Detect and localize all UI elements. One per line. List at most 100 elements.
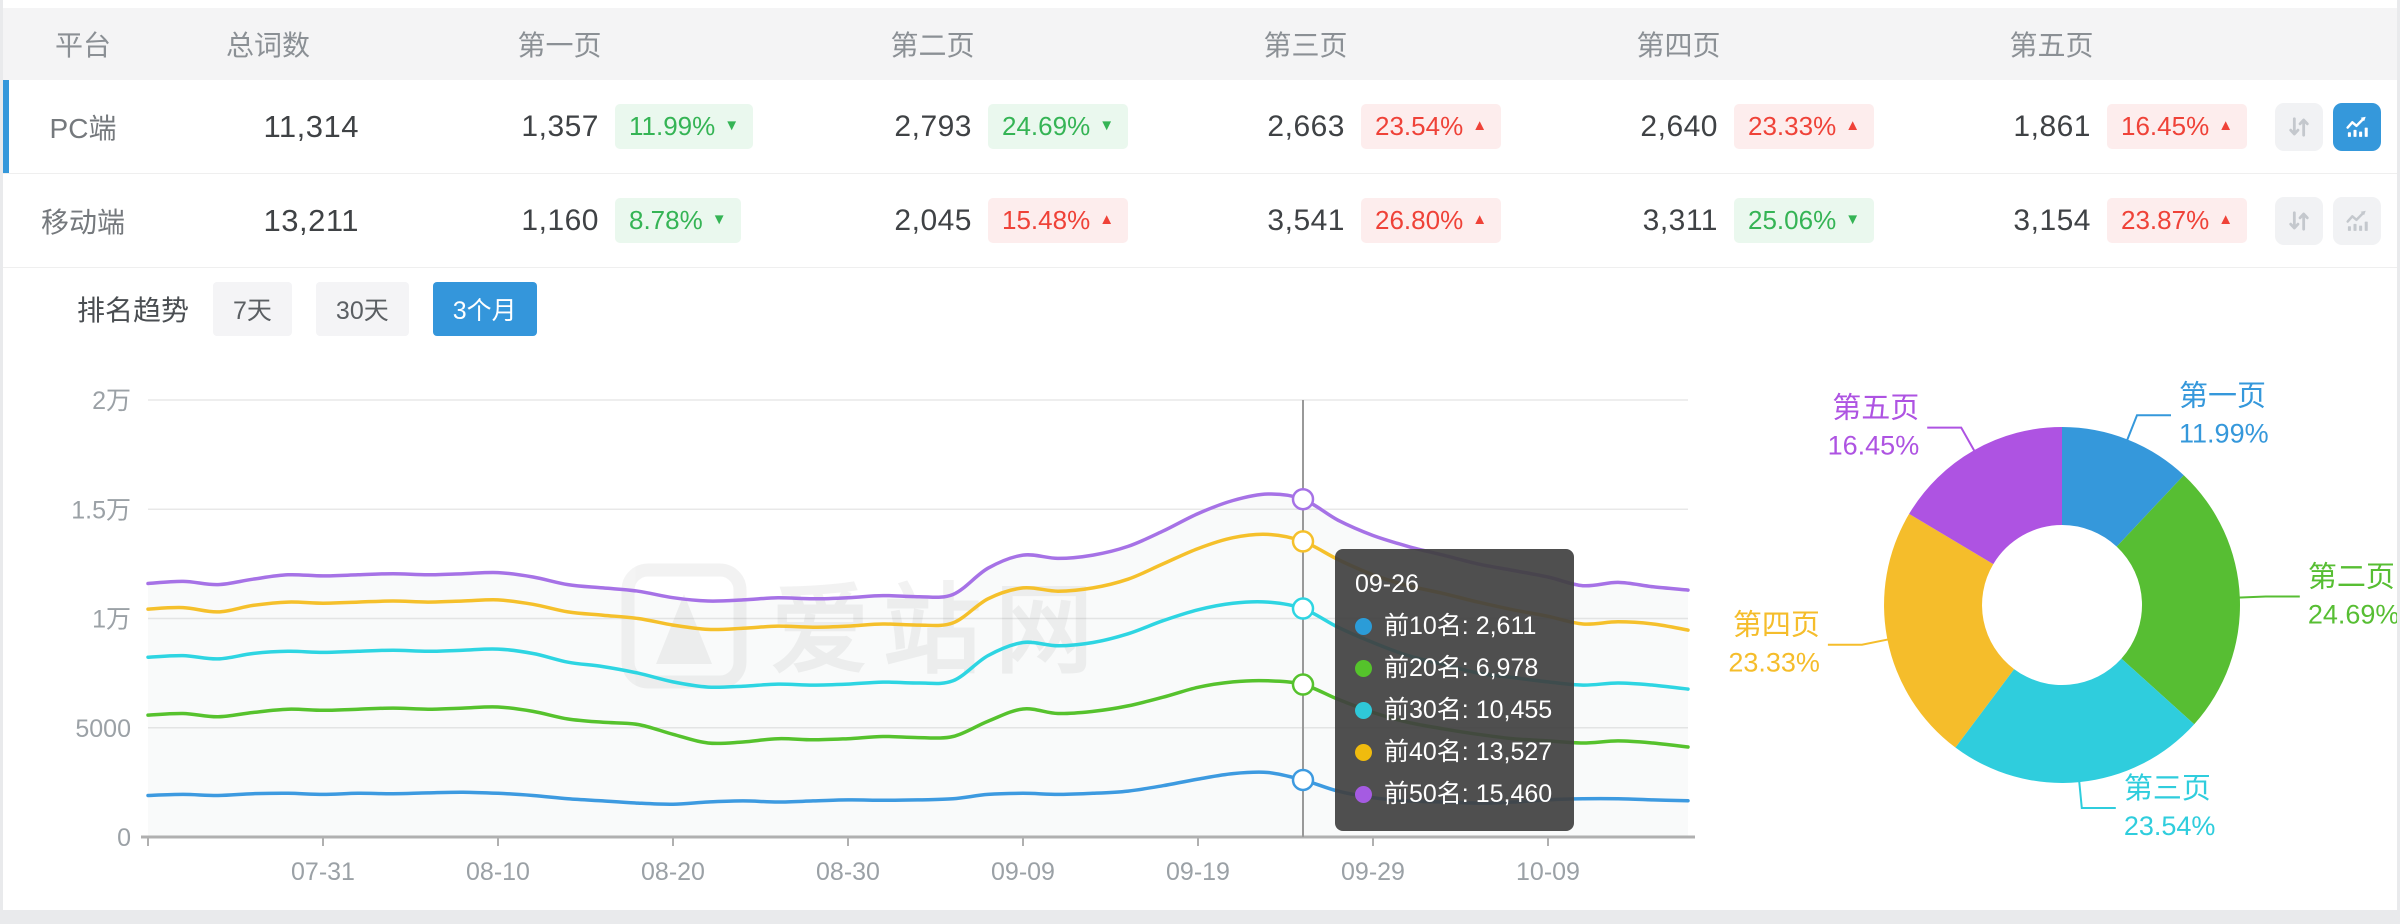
page3-change-badge: 23.54% ▲ — [1359, 104, 1502, 149]
table-header-row: 平台 总词数 第一页 第二页 第三页 第四页 第五页 — [3, 8, 2397, 80]
rank-trend-section: 排名趋势 7天 30天 3个月 0 5000 1万 1.5万 2万爱站网 07-31 08-… — [3, 268, 2399, 902]
donut-slice-第一页[interactable] — [2062, 427, 2184, 547]
total-words: 11,314 — [263, 108, 359, 144]
change-arrow-icon: ▲ — [2218, 117, 2234, 134]
donut-label-leader — [2078, 780, 2116, 809]
platform-label: 移动端 — [40, 206, 125, 238]
hover-marker-前10名 — [1291, 768, 1315, 792]
col-header-total: 总词数 — [225, 30, 310, 61]
page2-count: 2,045 — [894, 203, 972, 237]
trend-line-chart-area[interactable]: 0 5000 1万 1.5万 2万爱站网 07-31 08-10 08-20 08-30 09-0… — [3, 342, 1703, 902]
page2-change-badge: 15.48% ▲ — [986, 198, 1129, 243]
change-arrow-icon: ▼ — [1099, 117, 1115, 134]
sort-arrows-icon — [2289, 116, 2309, 137]
dashboard-card: 平台 总词数 第一页 第二页 第三页 第四页 第五页 PC端 11,314 1,… — [3, 0, 2399, 910]
page5-change-badge: 16.45% ▲ — [2105, 104, 2248, 149]
change-arrow-icon: ▲ — [2218, 211, 2234, 228]
hover-marker-前20名 — [1291, 673, 1315, 696]
sort-button[interactable] — [2275, 196, 2323, 245]
donut-label-name: 第二页 — [2308, 560, 2395, 593]
chart-icon — [2346, 116, 2368, 137]
change-arrow-icon: ▲ — [1472, 117, 1488, 134]
hover-marker-前50名 — [1291, 487, 1315, 511]
col-header-page1: 第一页 — [517, 30, 602, 61]
donut-label-leader — [2237, 595, 2300, 599]
donut-slice-第二页[interactable] — [2116, 475, 2241, 725]
change-arrow-icon: ▲ — [1472, 211, 1488, 228]
donut-label-percent: 16.45% — [1828, 431, 1920, 461]
x-axis-label: 09-19 — [1166, 858, 1230, 886]
col-header-platform: 平台 — [54, 30, 111, 61]
change-arrow-icon: ▼ — [724, 117, 740, 134]
donut-label-name: 第五页 — [1832, 392, 1919, 425]
x-axis-label: 09-09 — [991, 858, 1055, 886]
donut-label-name: 第三页 — [2124, 772, 2211, 805]
page1-change-badge: 11.99% ▼ — [613, 104, 754, 149]
donut-label-name: 第一页 — [2179, 379, 2266, 412]
page3-count: 2,663 — [1267, 109, 1345, 143]
trend-chart-button[interactable] — [2333, 196, 2381, 245]
series-area — [148, 493, 1688, 837]
x-axis-label: 09-29 — [1341, 858, 1405, 886]
col-header-page4: 第四页 — [1636, 30, 1721, 61]
donut-label-leader — [1927, 426, 1976, 453]
change-arrow-icon: ▼ — [711, 211, 727, 228]
chart-icon — [2346, 210, 2368, 231]
platform-label: PC端 — [49, 112, 117, 144]
x-axis-label: 08-20 — [641, 858, 705, 886]
donut-label-leader — [2125, 414, 2171, 442]
page1-count: 1,357 — [521, 109, 599, 143]
donut-label-percent: 23.33% — [1728, 648, 1820, 678]
x-axis-label: 08-10 — [466, 858, 530, 886]
sort-button[interactable] — [2275, 102, 2323, 151]
page5-change-badge: 23.87% ▲ — [2105, 198, 2248, 243]
x-axis-label: 08-30 — [816, 858, 880, 886]
donut-slice-第五页[interactable] — [1909, 427, 2062, 565]
table-row[interactable]: 移动端 13,211 1,160 8.78% ▼ 2,045 15.48% ▲ 3,… — [3, 174, 2397, 268]
page4-change-badge: 25.06% ▼ — [1732, 198, 1875, 243]
page2-count: 2,793 — [894, 109, 972, 143]
y-axis-label: 2万 — [92, 387, 131, 415]
y-axis-label: 1.5万 — [71, 496, 131, 524]
col-header-page5: 第五页 — [2009, 30, 2094, 61]
hover-marker-前40名 — [1291, 530, 1315, 553]
col-header-page2: 第二页 — [890, 30, 975, 61]
donut-label-percent: 11.99% — [2179, 418, 2269, 448]
change-arrow-icon: ▼ — [1845, 211, 1861, 228]
page2-change-badge: 24.69% ▼ — [986, 104, 1129, 149]
page1-change-badge: 8.78% ▼ — [613, 198, 746, 243]
table-row[interactable]: PC端 11,314 1,357 11.99% ▼ 2,793 24.69% ▼ 2… — [3, 80, 2397, 174]
y-axis-label: 1万 — [92, 606, 131, 634]
y-axis-label: 5000 — [75, 715, 131, 743]
donut-slice-第四页[interactable] — [1884, 513, 2015, 748]
tab-3months[interactable]: 3个月 — [432, 282, 537, 336]
sort-arrows-icon — [2289, 210, 2309, 231]
donut-label-percent: 23.54% — [2124, 811, 2216, 841]
page4-count: 2,640 — [1640, 109, 1718, 143]
page-distribution-donut[interactable]: 第一页 11.99% 第二页 24.69% 第三页 23.54% 第四页 23.33% 第五页 1… — [1703, 342, 2399, 902]
watermark-text: 爱站网 — [771, 575, 1107, 685]
trend-section-title: 排名趋势 — [77, 295, 190, 326]
change-arrow-icon: ▲ — [1845, 117, 1861, 134]
col-header-page3: 第三页 — [1263, 30, 1348, 61]
page4-count: 3,311 — [1642, 203, 1718, 237]
trend-chart-button[interactable] — [2333, 102, 2381, 151]
donut-label-leader — [1827, 638, 1890, 646]
change-arrow-icon: ▲ — [1099, 211, 1115, 228]
tab-30days[interactable]: 30天 — [315, 282, 409, 336]
page3-count: 3,541 — [1267, 203, 1345, 237]
hover-marker-前30名 — [1291, 597, 1315, 620]
donut-label-name: 第四页 — [1733, 609, 1820, 642]
tab-7days[interactable]: 7天 — [213, 282, 292, 336]
page4-change-badge: 23.33% ▲ — [1732, 104, 1875, 149]
page5-count: 1,861 — [2013, 109, 2091, 143]
x-axis-label: 10-09 — [1516, 858, 1580, 886]
total-words: 13,211 — [263, 202, 359, 238]
y-axis-label: 0 — [117, 824, 131, 852]
page3-change-badge: 26.80% ▲ — [1359, 198, 1502, 243]
donut-slice-第三页[interactable] — [1955, 658, 2195, 783]
page-distribution-area[interactable]: 第一页 11.99% 第二页 24.69% 第三页 23.54% 第四页 23.33% 第五页 1… — [1703, 342, 2399, 902]
page1-count: 1,160 — [521, 203, 599, 237]
x-axis-label: 07-31 — [291, 858, 355, 886]
